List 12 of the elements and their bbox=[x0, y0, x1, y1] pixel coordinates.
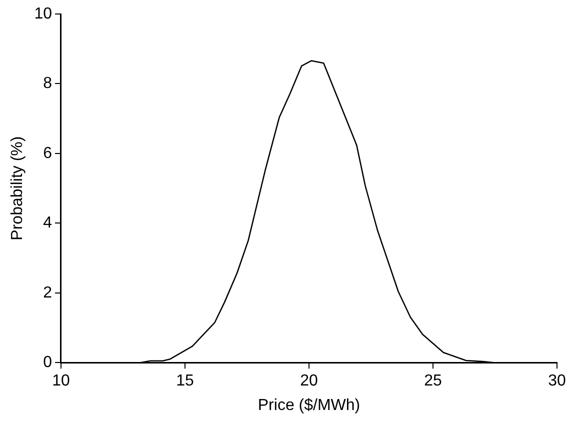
y-tick-label: 10 bbox=[34, 5, 52, 22]
x-axis-title: Price ($/MWh) bbox=[258, 396, 360, 414]
y-tick-label: 8 bbox=[43, 75, 52, 92]
x-tick-label: 20 bbox=[300, 372, 318, 390]
y-tick-label: 6 bbox=[43, 144, 52, 162]
y-axis-title: Probability (%) bbox=[9, 136, 26, 240]
x-tick-label: 25 bbox=[424, 372, 442, 390]
y-tick-label: 0 bbox=[43, 354, 52, 372]
y-tick-label: 4 bbox=[43, 214, 52, 232]
x-tick-label: 30 bbox=[548, 372, 566, 390]
x-tick-label: 15 bbox=[176, 372, 194, 390]
y-tick-label: 2 bbox=[43, 284, 52, 302]
